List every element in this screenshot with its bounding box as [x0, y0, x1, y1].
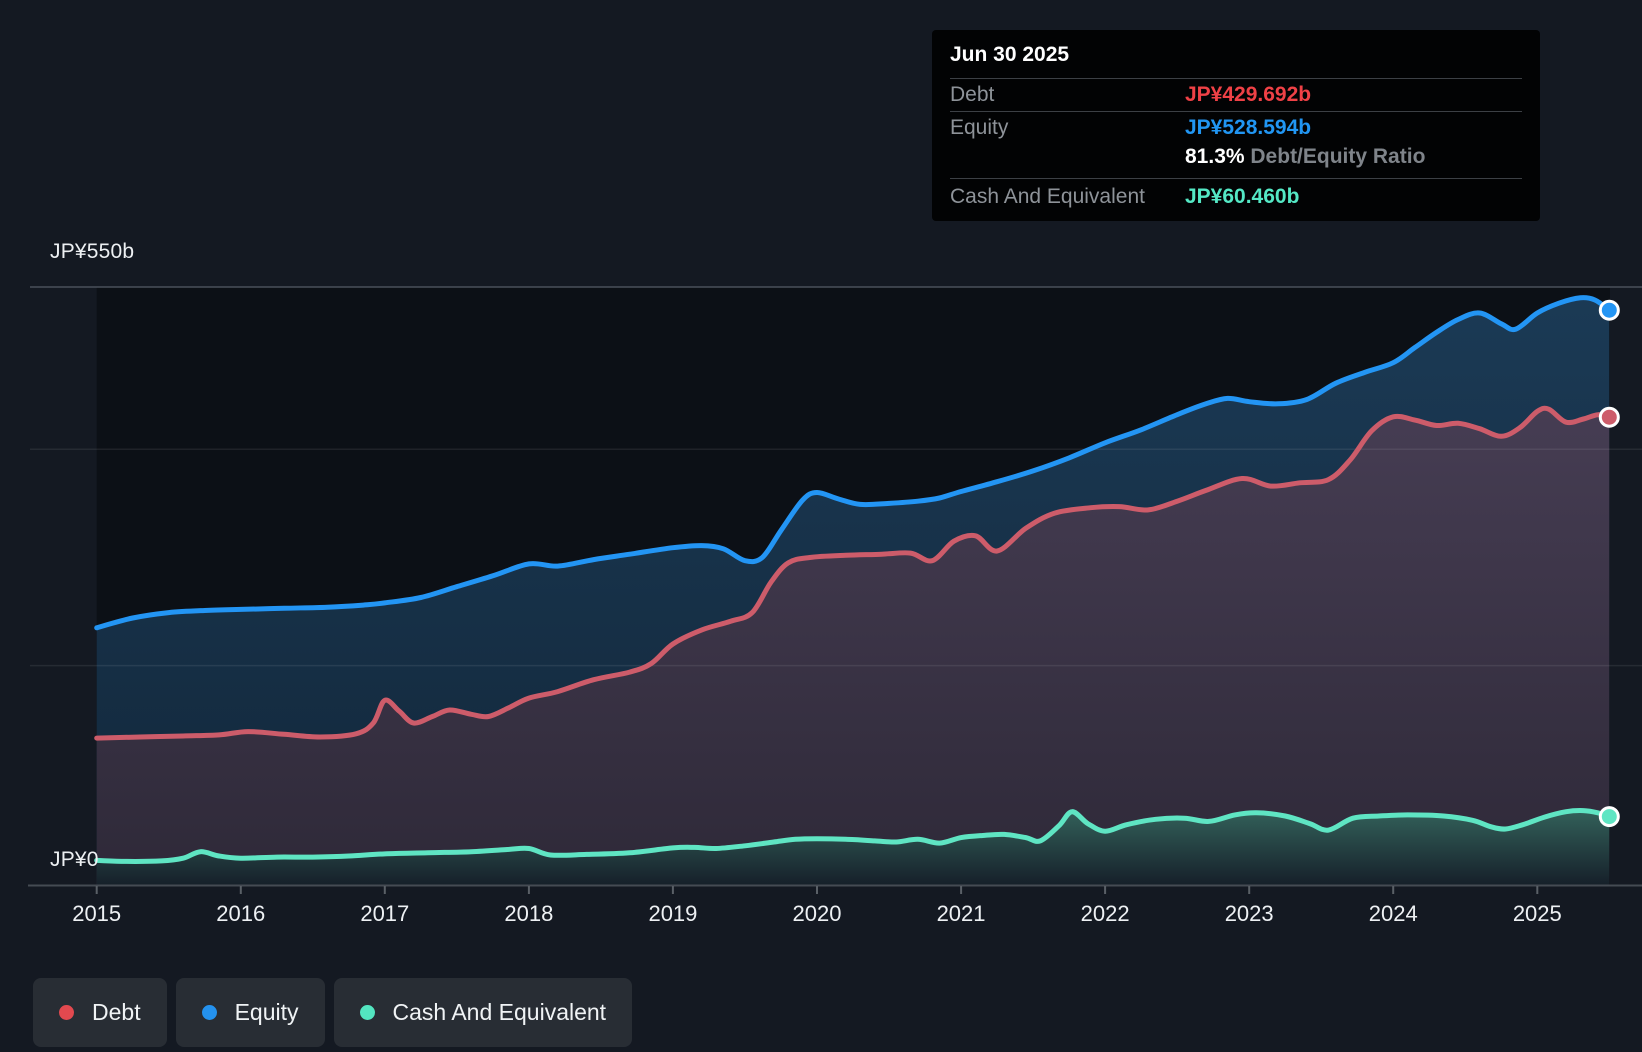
legend: Debt Equity Cash And Equivalent	[33, 978, 633, 1047]
legend-item-cash[interactable]: Cash And Equivalent	[333, 978, 633, 1047]
tooltip-row-ratio: 81.3% Debt/Equity Ratio	[950, 144, 1522, 179]
equity-dot-icon	[201, 1005, 217, 1020]
y-axis-zero-label: JP¥0	[50, 848, 99, 871]
tooltip-row-cash: Cash And Equivalent JP¥60.460b	[950, 179, 1522, 213]
tooltip-cash-value: JP¥60.460b	[1185, 185, 1300, 208]
debt-equity-ratio-caption: Debt/Equity Ratio	[1250, 145, 1426, 168]
x-axis-year-label: 2023	[1224, 901, 1274, 926]
tooltip-row-debt: Debt JP¥429.692b	[950, 79, 1522, 112]
x-axis-year-label: 2015	[72, 901, 122, 926]
tooltip-row-equity: Equity JP¥528.594b	[950, 112, 1522, 144]
x-axis-year-label: 2025	[1512, 901, 1562, 926]
y-axis-max-label: JP¥550b	[50, 240, 135, 263]
debt-equity-ratio-value: 81.3%	[1185, 145, 1245, 168]
tooltip-debt-value: JP¥429.692b	[1185, 83, 1312, 106]
x-axis-year-label: 2020	[792, 901, 842, 926]
x-axis-year-label: 2022	[1080, 901, 1130, 926]
legend-equity-label: Equity	[234, 999, 299, 1025]
cash-dot-icon	[359, 1005, 375, 1020]
tooltip-equity-label: Equity	[950, 116, 1009, 139]
legend-item-debt[interactable]: Debt	[33, 978, 167, 1047]
tooltip-cash-label: Cash And Equivalent	[950, 185, 1145, 208]
legend-debt-label: Debt	[92, 999, 141, 1025]
x-axis: 2015 2016 2017 2018 2019 2020 2021 2022 2023 2024…	[0, 901, 1642, 931]
x-axis-year-label: 2016	[216, 901, 266, 926]
legend-item-equity[interactable]: Equity	[175, 978, 325, 1047]
tooltip-debt-label: Debt	[950, 83, 995, 106]
x-axis-year-label: 2024	[1368, 901, 1418, 926]
tooltip-card: Jun 30 2025 Debt JP¥429.692b Equity JP¥5…	[932, 30, 1540, 221]
x-axis-year-label: 2019	[648, 901, 698, 926]
x-axis-year-label: 2017	[360, 901, 410, 926]
tooltip-date: Jun 30 2025	[950, 30, 1522, 79]
x-axis-year-label: 2021	[936, 901, 986, 926]
tooltip-equity-value: JP¥528.594b	[1185, 116, 1312, 139]
debt-dot-icon	[59, 1005, 74, 1020]
legend-cash-label: Cash And Equivalent	[392, 999, 607, 1025]
x-axis-year-label: 2018	[504, 901, 554, 926]
